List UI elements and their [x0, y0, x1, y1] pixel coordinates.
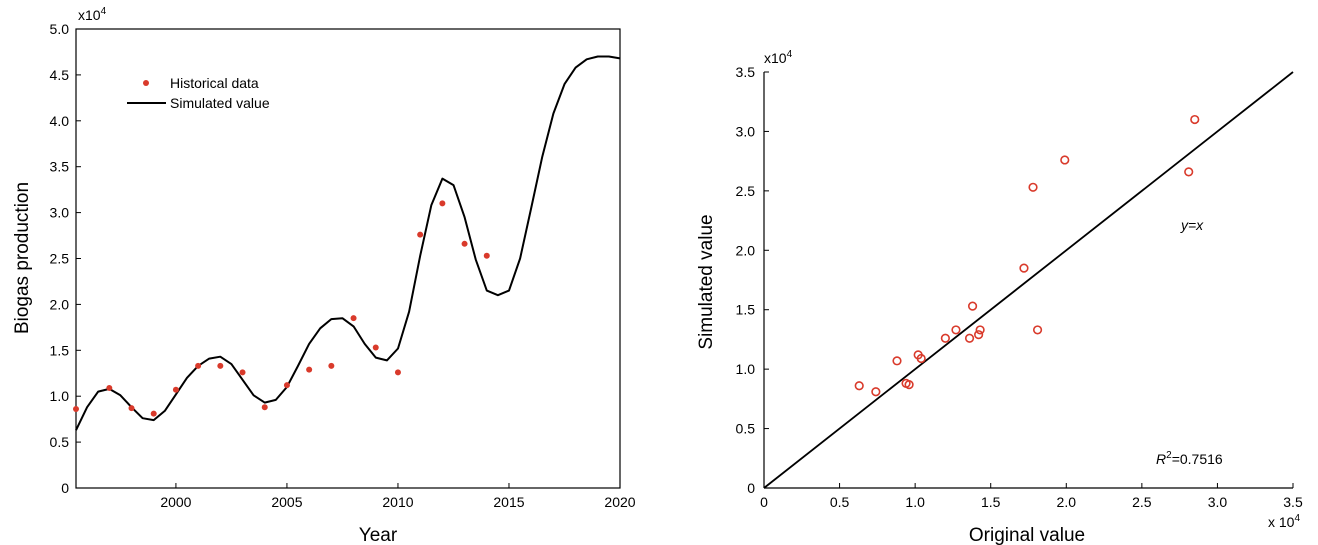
historical-data-point: [483, 252, 490, 259]
left-y-tick-label: 4.5: [50, 67, 70, 83]
left-y-tick-label: 5.0: [50, 21, 70, 37]
reference-line-label: y=x: [1180, 217, 1204, 233]
historical-data-point: [217, 362, 224, 369]
right-series: [763, 71, 1294, 489]
historical-data-point: [261, 404, 268, 411]
historical-data-point: [73, 406, 79, 413]
left-y-axis-title: Biogas production: [12, 182, 33, 334]
scatter-point: [975, 325, 985, 335]
scatter-point: [1032, 325, 1043, 335]
right-x-tick-label: 2.0: [1057, 494, 1077, 510]
left-x-tick-label: 2005: [271, 494, 302, 510]
right-y-axis-title: Simulated value: [696, 214, 717, 349]
right-y-tick-label: 0.5: [736, 421, 756, 437]
scatter-point: [1028, 182, 1038, 192]
left-x-tick-label: 2020: [604, 494, 635, 510]
historical-data-point: [239, 369, 246, 376]
left-x-tick-label: 2015: [493, 494, 524, 510]
historical-data-point: [106, 384, 113, 391]
left-x-ticks: 2000 2005 2010 2015 2020: [160, 483, 636, 510]
left-y-tick-label: 3.0: [50, 205, 70, 221]
left-chart: 0 0.5 1.0 1.5 2.0 2.5 3.0 3.5 4.0 4.5 5.0 2000 2005…: [12, 6, 636, 545]
right-y-tick-label: 3.5: [736, 64, 756, 80]
historical-data-point: [128, 405, 135, 412]
right-x-tick-label: 1.0: [905, 494, 925, 510]
scatter-point: [940, 333, 950, 343]
r-squared-label: R2=0.7516: [1156, 450, 1223, 467]
legend-marker-historical: [143, 80, 149, 86]
left-y-tick-label: 2.5: [50, 251, 70, 267]
historical-data-point: [461, 240, 468, 247]
right-y-tick-label: 2.5: [736, 183, 756, 199]
historical-data-point: [439, 200, 446, 207]
legend-label-simulated: Simulated value: [170, 95, 270, 111]
scatter-point: [964, 333, 975, 343]
scatter-point: [1060, 155, 1070, 165]
left-series: [73, 55, 621, 431]
left-plot-frame: [75, 28, 621, 489]
historical-data-point: [283, 382, 290, 389]
historical-data-point: [150, 410, 157, 417]
left-x-axis-title: Year: [359, 525, 398, 545]
right-x-tick-label: 0: [760, 494, 768, 510]
right-x-axis-title: Original value: [969, 525, 1085, 545]
scatter-point: [892, 356, 902, 366]
historical-data-point: [350, 315, 357, 322]
right-y-tick-label: 2.0: [736, 242, 756, 258]
historical-data-point: [172, 386, 179, 393]
right-x-tick-label: 3.0: [1208, 494, 1228, 510]
scatter-point: [1190, 114, 1200, 125]
left-y-tick-label: 2.0: [50, 296, 70, 312]
right-x-ticks: 0 0.5 1.0 1.5 2.0 2.5 3.0 3.5: [760, 483, 1303, 510]
right-y-tick-label: 0: [747, 480, 755, 496]
scatter-point: [1184, 167, 1194, 177]
right-y-tick-label: 1.5: [736, 302, 756, 318]
right-x-tick-label: 3.5: [1283, 494, 1303, 510]
left-y-tick-label: 0: [61, 480, 69, 496]
left-y-tick-label: 1.5: [50, 342, 70, 358]
left-legend: Historical data Simulated value: [127, 75, 270, 111]
scatter-point: [1019, 263, 1029, 273]
historical-data-point: [394, 369, 401, 376]
right-x-tick-label: 1.5: [981, 494, 1001, 510]
scatter-point: [916, 353, 926, 364]
historical-data-point: [306, 366, 313, 373]
scatter-point: [871, 387, 881, 397]
historical-data-point: [195, 362, 202, 369]
historical-data-point: [328, 362, 335, 369]
left-y-scale-label: x104: [78, 6, 107, 23]
scatter-point: [854, 381, 864, 391]
simulated-value-line: [75, 55, 621, 431]
right-x-tick-label: 2.5: [1132, 494, 1152, 510]
left-y-tick-label: 1.0: [50, 388, 70, 404]
legend-label-historical: Historical data: [170, 75, 259, 91]
scatter-point: [974, 330, 984, 340]
scatter-point: [967, 301, 978, 311]
left-y-tick-label: 0.5: [50, 434, 70, 450]
historical-data-point: [417, 231, 424, 238]
right-y-tick-label: 1.0: [736, 361, 756, 377]
left-y-tick-label: 4.0: [50, 113, 70, 129]
right-x-tick-label: 0.5: [830, 494, 850, 510]
historical-data-point: [372, 344, 379, 351]
left-y-tick-label: 3.5: [50, 159, 70, 175]
left-x-tick-label: 2010: [382, 494, 413, 510]
left-y-ticks: 0 0.5 1.0 1.5 2.0 2.5 3.0 3.5 4.0 4.5 5.0: [50, 21, 81, 496]
scatter-point: [951, 325, 961, 335]
identity-line: [763, 71, 1294, 489]
right-y-scale-label: x104: [764, 49, 793, 66]
scatter-point: [904, 379, 914, 390]
right-chart: 0 0.5 1.0 1.5 2.0 2.5 3.0 3.5 0 0.5 1.0 1.5 2.0 2.5 3…: [696, 49, 1303, 545]
right-x-scale-label: x 104: [1268, 513, 1300, 530]
right-y-ticks: 0 0.5 1.0 1.5 2.0 2.5 3.0 3.5: [736, 64, 769, 496]
left-x-tick-label: 2000: [160, 494, 191, 510]
right-y-tick-label: 3.0: [736, 123, 756, 139]
